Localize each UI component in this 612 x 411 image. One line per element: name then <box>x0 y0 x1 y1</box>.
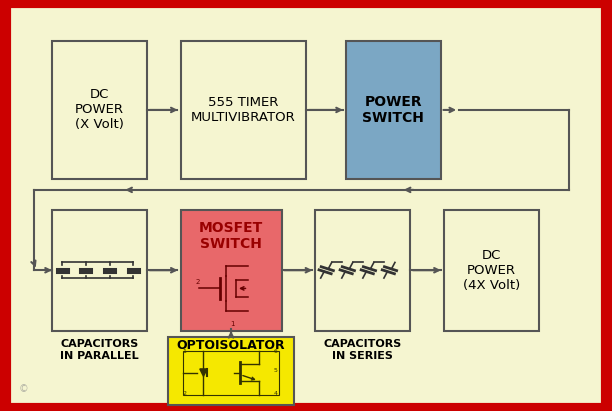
Text: CAPACITORS
IN PARALLEL: CAPACITORS IN PARALLEL <box>61 339 139 361</box>
Text: 1: 1 <box>230 321 234 327</box>
Bar <box>52 210 147 331</box>
Text: MOSFET
SWITCH: MOSFET SWITCH <box>199 221 263 252</box>
Bar <box>168 337 294 405</box>
Bar <box>184 351 278 395</box>
Text: 555 TIMER
MULTIVIBRATOR: 555 TIMER MULTIVIBRATOR <box>191 96 296 124</box>
Text: DC
POWER
(4X Volt): DC POWER (4X Volt) <box>463 249 520 292</box>
Text: 4: 4 <box>274 391 278 396</box>
Text: 1: 1 <box>182 349 187 354</box>
Bar <box>315 210 410 331</box>
Text: 5: 5 <box>274 368 278 373</box>
Text: CAPACITORS
IN SERIES: CAPACITORS IN SERIES <box>324 339 402 361</box>
Bar <box>52 41 147 179</box>
Text: DC
POWER
(X Volt): DC POWER (X Volt) <box>75 88 124 132</box>
Text: 2: 2 <box>195 279 200 285</box>
Text: POWER
SWITCH: POWER SWITCH <box>362 95 424 125</box>
Text: 2: 2 <box>182 391 187 396</box>
Text: OPTOISOLATOR: OPTOISOLATOR <box>177 339 285 352</box>
Bar <box>181 210 282 331</box>
Bar <box>181 41 306 179</box>
Polygon shape <box>200 369 207 376</box>
Text: 6: 6 <box>274 349 278 354</box>
Bar <box>444 210 539 331</box>
Bar <box>346 41 441 179</box>
Text: ©: © <box>18 385 28 395</box>
